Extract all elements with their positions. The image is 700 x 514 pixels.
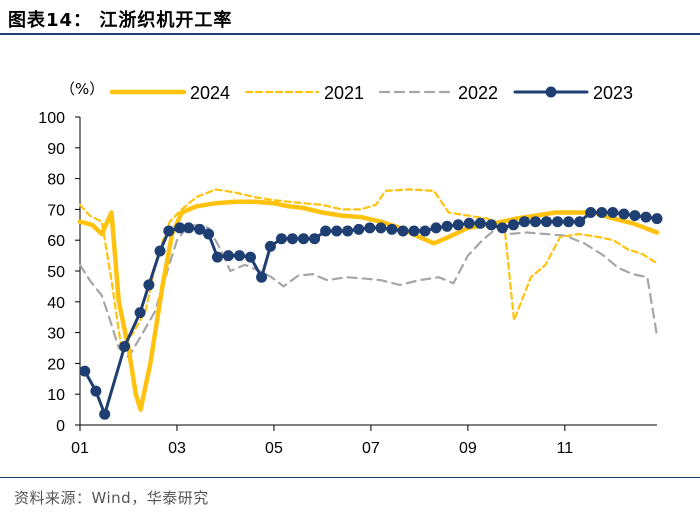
legend-label-2022: 2022 — [458, 83, 498, 103]
series-marker-2023 — [276, 233, 287, 245]
series-line-2021 — [78, 188, 659, 350]
series-marker-2023 — [452, 219, 464, 231]
series-marker-2023 — [134, 307, 146, 319]
series-marker-2023 — [463, 217, 475, 229]
series-marker-2023 — [309, 233, 321, 245]
series-marker-2023 — [287, 233, 298, 245]
legend-label-2021: 2021 — [324, 83, 364, 103]
chart: 2024 2021 2022 2023 （%） 0102030405060708090… — [38, 80, 663, 457]
series-marker-2023 — [419, 225, 431, 237]
y-axis-unit-label: （%） — [60, 80, 104, 98]
y-tick-label: 30 — [47, 326, 65, 343]
series-marker-2023 — [408, 225, 420, 237]
series-marker-2023 — [585, 207, 597, 218]
series-marker-2023 — [222, 250, 234, 262]
series-marker-2023 — [596, 207, 608, 218]
x-tick-label: 01 — [71, 440, 89, 457]
series-marker-2023 — [154, 245, 166, 257]
series-marker-2023 — [174, 222, 186, 234]
series-marker-2023 — [119, 341, 131, 352]
series-marker-2023 — [574, 216, 586, 228]
y-tick-label: 0 — [56, 418, 65, 435]
series-marker-2023 — [563, 216, 575, 228]
series-marker-2023 — [353, 223, 365, 235]
series-marker-2023 — [507, 219, 519, 231]
series-marker-2023 — [618, 208, 630, 220]
series-marker-2023 — [256, 271, 268, 283]
series-marker-2023 — [99, 408, 111, 420]
series-marker-2023 — [143, 279, 155, 291]
series-marker-2023 — [375, 222, 387, 234]
y-tick-label: 70 — [47, 202, 65, 219]
y-tick-label: 10 — [47, 387, 65, 404]
series-marker-2023 — [194, 223, 206, 235]
series-layer — [77, 188, 663, 420]
series-marker-2023 — [474, 217, 486, 229]
series-line-2022 — [78, 223, 659, 359]
series-marker-2023 — [245, 251, 256, 263]
x-tick-label: 09 — [459, 440, 477, 457]
series-marker-2023 — [364, 222, 376, 234]
footer-rule — [0, 477, 700, 478]
series-marker-2023 — [607, 207, 619, 218]
series-marker-2023 — [211, 251, 223, 263]
y-tick-label: 100 — [38, 110, 65, 127]
series-marker-2023 — [342, 225, 354, 237]
source-note: 资料来源：Wind，华泰研究 — [14, 489, 209, 507]
series-marker-2023 — [298, 233, 309, 245]
series-marker-2023 — [183, 222, 195, 234]
series-marker-2023 — [79, 365, 91, 377]
series-marker-2023 — [264, 240, 276, 252]
x-tick-label: 07 — [362, 440, 380, 457]
series-marker-2023 — [541, 216, 552, 228]
legend: 2024 2021 2022 2023 — [109, 83, 633, 103]
header-rule — [0, 33, 700, 35]
series-marker-2023 — [441, 220, 453, 232]
series-marker-2023 — [629, 210, 641, 222]
x-tick-label: 03 — [168, 440, 186, 457]
series-marker-2023 — [651, 213, 663, 225]
y-tick-label: 40 — [47, 295, 65, 312]
legend-marker-2023 — [545, 86, 557, 98]
figure-header: 图表14： 江浙织机开工率 — [0, 0, 700, 34]
y-tick-label: 90 — [47, 141, 65, 158]
y-tick-label: 50 — [47, 264, 65, 281]
series-marker-2023 — [496, 222, 508, 234]
series-marker-2023 — [430, 222, 442, 234]
y-tick-label: 80 — [47, 172, 65, 189]
series-marker-2023 — [397, 225, 409, 237]
series-marker-2023 — [163, 225, 175, 237]
series-marker-2023 — [640, 211, 652, 223]
y-tick-label: 60 — [47, 233, 65, 250]
series-marker-2023 — [485, 219, 497, 231]
series-marker-2023 — [234, 250, 245, 262]
series-marker-2023 — [203, 228, 215, 240]
series-marker-2023 — [519, 216, 530, 228]
y-tick-label: 20 — [47, 356, 65, 373]
legend-label-2023: 2023 — [593, 83, 633, 103]
series-line-2024 — [77, 199, 660, 412]
series-marker-2023 — [320, 225, 332, 237]
x-tick-label: 11 — [557, 440, 574, 457]
series-marker-2023 — [530, 216, 541, 228]
axes: 0 10 20 30 40 50 60 70 80 90 100 01 03 05 07 09 11 — [38, 110, 657, 457]
series-marker-2023 — [331, 225, 343, 237]
legend-label-2024: 2024 — [190, 83, 230, 103]
series-marker-2023 — [552, 216, 564, 228]
series-marker-2023 — [90, 385, 102, 397]
series-marker-2023 — [386, 223, 398, 235]
x-tick-label: 05 — [265, 440, 283, 457]
figure-title: 图表14： 江浙织机开工率 — [8, 10, 233, 31]
